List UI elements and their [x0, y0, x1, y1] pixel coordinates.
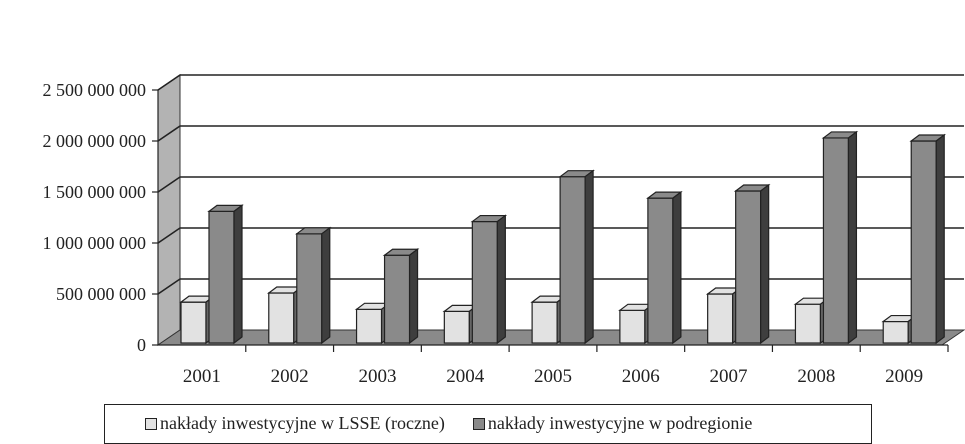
bar-podregion-2006: [647, 197, 674, 344]
legend-swatch-podregion: [472, 417, 485, 430]
bar-side-podregion-2002: [321, 226, 331, 345]
bar-podregion-2002: [296, 233, 323, 344]
bar-podregion-2004: [471, 220, 498, 344]
bar-side-podregion-2009: [935, 133, 945, 345]
bar-lsse-2002: [268, 292, 295, 344]
bar-lsse-2003: [355, 308, 383, 344]
bar-side-podregion-2001: [233, 204, 243, 345]
bar-lsse-2001: [180, 301, 207, 344]
legend-swatch-lsse: [145, 417, 157, 430]
legend: nakłady inwestycyjne w LSSE (roczne) nak…: [104, 404, 872, 444]
gridline: [157, 74, 964, 91]
x-tick-label: 2008: [797, 366, 835, 387]
x-tick-label: 2005: [534, 366, 572, 387]
legend-item-podregion: nakłady inwestycyjne w podregionie: [472, 413, 753, 434]
bar-side-podregion-2008: [847, 130, 858, 345]
side-wall: [157, 74, 181, 346]
x-tick-label: 2006: [622, 366, 660, 387]
bar-lsse-2007: [707, 293, 734, 344]
x-tick-label: 2002: [271, 366, 309, 387]
legend-label-podregion: nakłady inwestycyjne w podregionie: [487, 413, 753, 433]
bar-side-podregion-2005: [584, 169, 594, 345]
legend-label-lsse: nakłady inwestycyjne w LSSE (roczne): [160, 413, 445, 433]
x-tick-label: 2001: [183, 366, 221, 387]
gridline: [157, 227, 964, 244]
y-tick-label: 1 500 000 000: [43, 182, 147, 202]
gridline: [157, 278, 964, 295]
bar-podregion-2008: [822, 137, 850, 344]
bar-lsse-2004: [443, 310, 470, 344]
bar-lsse-2005: [531, 301, 558, 344]
bar-side-podregion-2003: [408, 248, 419, 345]
bar-podregion-2005: [559, 176, 586, 344]
legend-item-lsse: nakłady inwestycyjne w LSSE (roczne): [145, 413, 445, 434]
bar-side-podregion-2006: [672, 190, 682, 345]
y-tick-label: 2 000 000 000: [43, 131, 147, 151]
x-tick-label: 2007: [710, 366, 748, 387]
y-tick-label: 1 000 000 000: [43, 233, 147, 253]
bar-lsse-2006: [619, 309, 646, 344]
y-tick-label: 2 500 000 000: [43, 80, 147, 100]
bar-podregion-2009: [910, 140, 937, 344]
gridline: [157, 176, 964, 193]
bar-side-podregion-2004: [496, 214, 506, 345]
bar-podregion-2007: [735, 190, 762, 344]
bar-side-podregion-2007: [760, 183, 770, 345]
y-tick-label: 0: [137, 335, 146, 355]
gridline: [157, 125, 964, 142]
bar-podregion-2001: [208, 210, 235, 344]
x-tick-label: 2004: [446, 366, 485, 387]
bar-lsse-2009: [882, 320, 909, 344]
bar-lsse-2008: [794, 303, 822, 344]
y-tick-label: 500 000 000: [56, 284, 146, 304]
bar-podregion-2003: [383, 254, 411, 344]
x-tick-label: 2009: [885, 366, 923, 387]
x-tick-label: 2003: [358, 366, 396, 387]
